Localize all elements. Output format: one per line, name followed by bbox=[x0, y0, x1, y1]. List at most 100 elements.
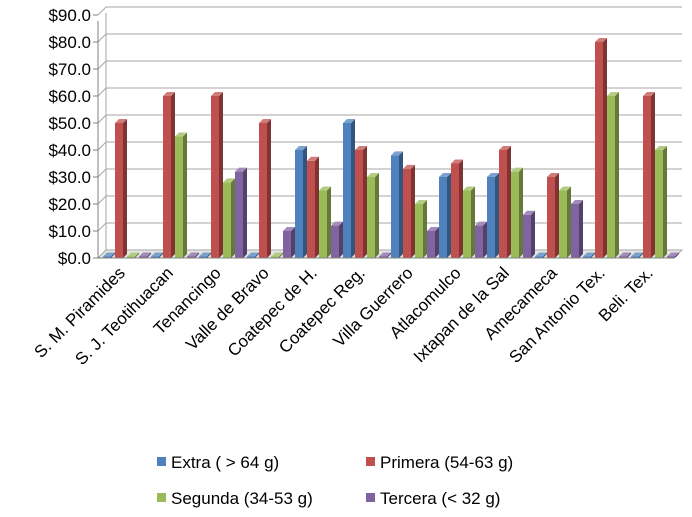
bar bbox=[619, 252, 631, 258]
bar bbox=[283, 227, 295, 258]
bar-top bbox=[307, 156, 319, 161]
bar-front bbox=[463, 190, 471, 258]
bar-top bbox=[127, 252, 139, 257]
bar-front bbox=[367, 177, 375, 258]
bar-front bbox=[127, 256, 135, 258]
bar-front bbox=[319, 190, 327, 258]
bar-top bbox=[403, 164, 415, 169]
bar-front bbox=[175, 136, 183, 258]
bars bbox=[103, 38, 679, 258]
bar bbox=[331, 221, 343, 258]
bar bbox=[343, 119, 355, 258]
bar-top bbox=[463, 186, 475, 191]
bar bbox=[151, 252, 163, 258]
bar-front bbox=[199, 256, 207, 258]
bar-top bbox=[187, 252, 199, 257]
bar-side bbox=[567, 186, 571, 258]
bar-front bbox=[475, 225, 483, 258]
gridline-diagonal bbox=[97, 168, 107, 178]
bar bbox=[547, 173, 559, 258]
bar-top bbox=[427, 227, 439, 231]
bar-top bbox=[151, 252, 163, 257]
legend-swatch bbox=[157, 493, 166, 502]
bar-side bbox=[555, 173, 559, 258]
bar-top bbox=[499, 146, 511, 150]
legend-label: Primera (54-63 g) bbox=[380, 453, 513, 472]
bar-front bbox=[391, 155, 399, 258]
gridline-diagonal bbox=[97, 222, 107, 232]
bar-side bbox=[279, 252, 283, 258]
bar-top bbox=[199, 252, 211, 257]
y-tick-label: $20.0 bbox=[48, 195, 91, 214]
y-tick-label: $10.0 bbox=[48, 222, 91, 241]
bar-top bbox=[139, 252, 151, 257]
bar bbox=[211, 92, 223, 258]
bar-side bbox=[375, 173, 379, 258]
bar bbox=[631, 252, 643, 258]
bar-front bbox=[343, 123, 351, 258]
bar-top bbox=[475, 221, 487, 226]
bar bbox=[595, 38, 607, 258]
bar bbox=[583, 252, 595, 258]
bar-front bbox=[547, 177, 555, 258]
bar bbox=[259, 119, 271, 258]
bar-front bbox=[595, 42, 603, 258]
bar bbox=[667, 252, 679, 258]
bar-side bbox=[615, 92, 619, 258]
bar-side bbox=[603, 38, 607, 258]
bar-front bbox=[571, 204, 579, 258]
bar-front bbox=[655, 150, 663, 258]
bar-front bbox=[163, 96, 171, 258]
bar bbox=[187, 252, 199, 258]
bar bbox=[403, 164, 415, 258]
bar bbox=[307, 156, 319, 258]
bar-side bbox=[423, 200, 427, 258]
bar bbox=[439, 173, 451, 258]
bar-top bbox=[571, 200, 583, 204]
bar-side bbox=[507, 146, 511, 258]
gridline-diagonal bbox=[97, 114, 107, 124]
bar-side bbox=[135, 252, 139, 258]
bar-front bbox=[643, 96, 651, 258]
y-axis: $0.0 $10.0 $20.0 $30.0 $40.0 $50.0 $60.0 $70.0 $… bbox=[48, 6, 99, 268]
bar bbox=[115, 119, 127, 258]
bar-top bbox=[343, 119, 355, 123]
bar bbox=[247, 252, 259, 258]
bar-top bbox=[367, 173, 379, 177]
bar-front bbox=[607, 96, 615, 258]
bar bbox=[415, 200, 427, 258]
bar-side bbox=[351, 119, 355, 258]
bar-front bbox=[151, 256, 159, 258]
bar-top bbox=[259, 119, 271, 123]
bar bbox=[427, 227, 439, 258]
bar-side bbox=[651, 92, 655, 258]
bar bbox=[319, 186, 331, 258]
bar-front bbox=[103, 256, 111, 258]
legend-item: Extra ( > 64 g) bbox=[157, 453, 279, 472]
gridline-diagonal bbox=[97, 6, 107, 16]
bar-side bbox=[267, 119, 271, 258]
bar-top bbox=[535, 252, 547, 257]
bar-top bbox=[439, 173, 451, 177]
bar bbox=[103, 252, 115, 258]
bar-side bbox=[627, 252, 631, 258]
bar bbox=[127, 252, 139, 258]
bar-top bbox=[319, 186, 331, 191]
bar-side bbox=[591, 252, 595, 258]
bar-side bbox=[495, 173, 499, 258]
bar-top bbox=[175, 132, 187, 137]
bar-side bbox=[171, 92, 175, 258]
bar-side bbox=[471, 186, 475, 258]
legend-label: Tercera (< 32 g) bbox=[380, 489, 500, 508]
y-tick-label: $50.0 bbox=[48, 114, 91, 133]
bar-front bbox=[667, 256, 675, 258]
bar bbox=[523, 210, 535, 258]
bar-front bbox=[379, 256, 387, 258]
bar-top bbox=[595, 38, 607, 42]
bar-side bbox=[243, 167, 247, 258]
bar-side bbox=[531, 210, 535, 258]
bar bbox=[175, 132, 187, 258]
bar-top bbox=[619, 252, 631, 257]
bar-side bbox=[327, 186, 331, 258]
